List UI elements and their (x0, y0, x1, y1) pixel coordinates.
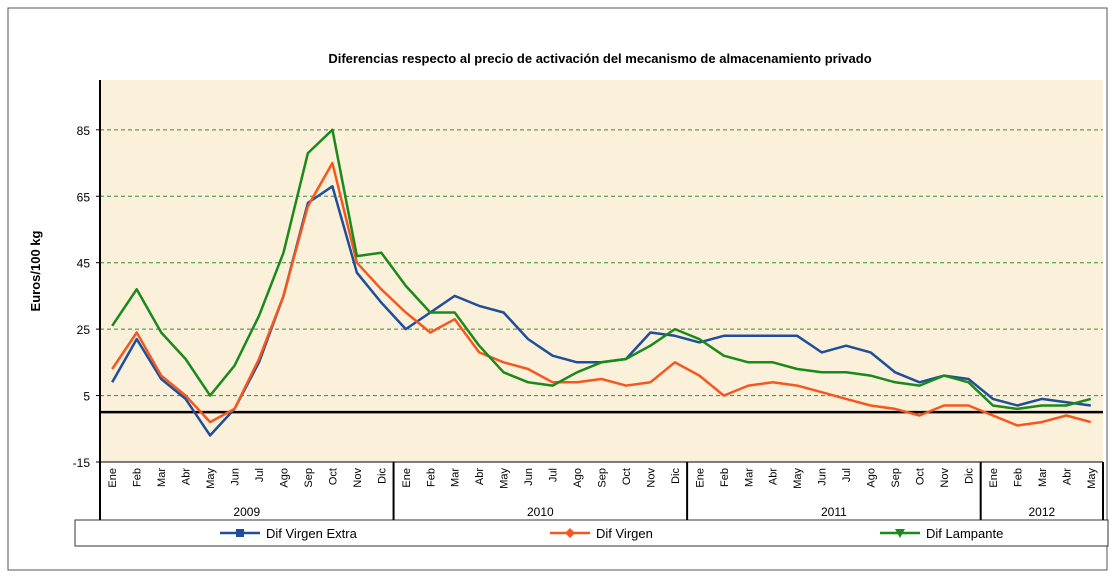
x-tick-label: Feb (425, 468, 437, 487)
x-tick-label: Feb (1012, 468, 1024, 487)
year-label: 2012 (1028, 505, 1055, 519)
x-tick-label: Jul (254, 468, 266, 482)
x-tick-label: Sep (597, 468, 609, 488)
x-tick-label: Ene (401, 468, 413, 488)
x-tick-label: Abr (1061, 468, 1073, 485)
x-tick-label: Abr (181, 468, 193, 485)
x-tick-label: Mar (743, 468, 755, 487)
legend-label: Dif Lampante (926, 526, 1003, 541)
x-tick-label: Ene (988, 468, 1000, 488)
x-tick-label: May (792, 468, 804, 489)
series-line (111, 128, 1092, 411)
x-tick-label: Feb (132, 468, 144, 487)
y-axis-label: Euros/100 kg (28, 230, 43, 311)
x-tick-label: Nov (352, 468, 364, 488)
chart-title: Diferencias respecto al precio de activa… (328, 51, 871, 66)
x-tick-label: Mar (450, 468, 462, 487)
x-tick-label: Jun (230, 468, 242, 486)
x-tick-label: Oct (621, 468, 633, 485)
y-tick-label: 85 (77, 124, 91, 138)
x-tick-label: May (205, 468, 217, 489)
y-tick-label: 45 (77, 257, 91, 271)
y-tick-label: -15 (73, 456, 91, 470)
x-tick-label: Oct (915, 468, 927, 485)
x-tick-label: Sep (303, 468, 315, 488)
x-tick-label: Dic (376, 468, 388, 484)
x-tick-label: Nov (645, 468, 657, 488)
x-tick-label: Abr (474, 468, 486, 485)
x-tick-label: Ago (866, 468, 878, 488)
x-tick-label: Dic (963, 468, 975, 484)
x-tick-label: May (1086, 468, 1098, 489)
x-tick-label: Nov (939, 468, 951, 488)
x-tick-label: Ene (107, 468, 119, 488)
x-tick-label: Ago (278, 468, 290, 488)
x-tick-label: Jun (523, 468, 535, 486)
y-tick-label: 5 (83, 390, 90, 404)
year-label: 2009 (233, 505, 260, 519)
y-tick-label: 65 (77, 190, 91, 204)
x-tick-label: Mar (1037, 468, 1049, 487)
x-tick-label: Ago (572, 468, 584, 488)
legend-label: Dif Virgen (596, 526, 653, 541)
legend-marker (895, 529, 905, 538)
year-label: 2011 (821, 505, 847, 519)
x-tick-label: May (499, 468, 511, 489)
series-line (111, 161, 1092, 427)
x-tick-label: Feb (719, 468, 731, 487)
x-tick-label: Jun (817, 468, 829, 486)
x-tick-label: Mar (156, 468, 168, 487)
year-label: 2010 (527, 505, 554, 519)
x-tick-label: Sep (890, 468, 902, 488)
y-tick-label: 25 (77, 323, 91, 337)
x-tick-label: Jul (548, 468, 560, 482)
legend-label: Dif Virgen Extra (266, 526, 358, 541)
x-tick-label: Oct (327, 468, 339, 485)
x-tick-label: Abr (768, 468, 780, 485)
legend-marker (565, 528, 575, 538)
x-tick-label: Ene (694, 468, 706, 488)
legend-marker (236, 529, 244, 537)
x-tick-label: Jul (841, 468, 853, 482)
x-tick-label: Dic (670, 468, 682, 484)
plot-area (100, 80, 1103, 462)
